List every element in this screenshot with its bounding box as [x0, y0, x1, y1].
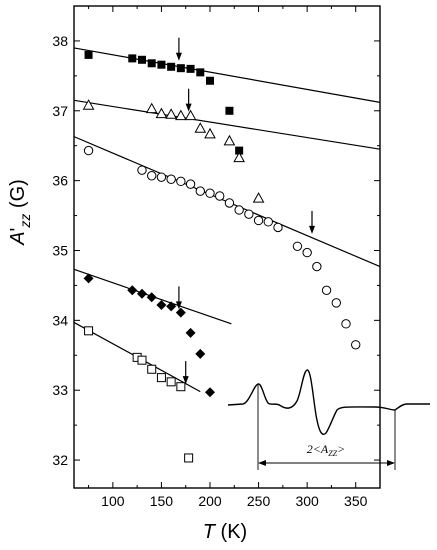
- plot-area-border: [73, 5, 381, 489]
- arrowhead-series-3: [309, 225, 315, 234]
- y-tick-label: 37: [52, 103, 68, 119]
- data-point-series-3: [234, 205, 244, 215]
- axis-ticks: 100 150 200 250 300 350 32 33 34 35 36 37 38: [52, 6, 380, 509]
- data-point-series-3: [292, 241, 303, 252]
- data-point-series-4: [127, 285, 138, 296]
- data-point-series-1: [235, 146, 244, 155]
- y-tick-label: 33: [52, 382, 68, 398]
- x-tick-label: 250: [247, 493, 271, 509]
- data-markers: [82, 50, 361, 463]
- data-point-series-3: [321, 285, 332, 296]
- data-point-series-1: [206, 76, 214, 85]
- data-point-series-3: [224, 198, 235, 208]
- data-point-series-2: [204, 127, 216, 139]
- data-point-series-2: [184, 109, 197, 121]
- data-point-series-5: [166, 377, 176, 387]
- arrowhead-series-2: [185, 103, 192, 112]
- transition-arrows: [175, 37, 315, 385]
- data-point-series-3: [147, 171, 157, 181]
- data-point-series-3: [185, 179, 196, 189]
- fit-lines: [73, 47, 381, 393]
- y-tick-label: 35: [52, 242, 68, 258]
- data-point-series-1: [176, 64, 185, 73]
- data-point-series-3: [253, 215, 264, 226]
- x-tick-label: 350: [344, 493, 368, 509]
- data-point-series-3: [195, 186, 205, 196]
- data-point-series-1: [186, 64, 195, 73]
- data-point-series-2: [165, 108, 177, 119]
- data-point-series-2: [194, 122, 207, 133]
- data-point-series-5: [137, 355, 147, 365]
- data-point-series-3: [351, 340, 361, 350]
- data-point-series-5: [156, 373, 166, 383]
- data-point-series-5: [84, 326, 94, 336]
- data-point-series-3: [273, 222, 283, 233]
- inset-span-arrowhead-left: [258, 460, 266, 466]
- data-point-series-4: [146, 292, 157, 303]
- data-point-series-3: [166, 174, 176, 184]
- x-axis-title: T (K): [203, 521, 247, 543]
- data-point-series-1: [147, 59, 156, 68]
- data-point-series-3: [263, 217, 273, 227]
- data-point-series-1: [138, 55, 146, 64]
- data-point-series-3: [176, 176, 186, 187]
- fit-line-series-2: [73, 99, 381, 150]
- fit-line-series-1: [73, 47, 381, 103]
- inset-span-arrowhead-right: [387, 460, 395, 466]
- data-point-series-1: [225, 106, 234, 115]
- data-point-series-3: [244, 209, 254, 219]
- y-tick-label: 32: [52, 452, 68, 468]
- data-point-series-2: [145, 102, 158, 114]
- data-point-series-4: [205, 387, 215, 398]
- data-point-series-4: [156, 299, 167, 310]
- epr-spectrum-curve: [227, 369, 430, 435]
- y-axis-title: A'zz (G): [7, 179, 33, 246]
- arrowhead-series-1: [175, 52, 182, 61]
- data-point-series-4: [83, 273, 94, 284]
- inset-label: 2<AZZ>: [307, 442, 345, 458]
- x-tick-label: 200: [198, 493, 222, 509]
- data-point-series-4: [175, 307, 186, 318]
- data-point-series-3: [83, 145, 94, 156]
- data-point-series-3: [215, 191, 225, 201]
- y-tick-label: 38: [52, 33, 68, 49]
- data-point-series-1: [196, 68, 205, 77]
- data-point-series-1: [167, 62, 176, 71]
- data-point-series-4: [185, 327, 196, 338]
- arrowhead-series-4: [175, 301, 182, 310]
- x-tick-label: 150: [150, 493, 174, 509]
- data-point-series-4: [137, 288, 147, 299]
- y-tick-label: 34: [52, 312, 68, 328]
- data-point-series-4: [166, 301, 177, 312]
- data-point-series-2: [252, 192, 265, 203]
- data-point-series-3: [156, 172, 167, 182]
- data-point-series-3: [331, 298, 341, 308]
- data-point-series-5: [176, 382, 186, 392]
- x-tick-label: 300: [295, 493, 319, 509]
- data-point-series-3: [312, 261, 322, 272]
- epr-spectrum-inset: 2<AZZ>: [227, 369, 430, 470]
- data-point-series-5: [184, 453, 194, 463]
- data-point-series-2: [233, 151, 245, 163]
- data-point-series-2: [223, 134, 236, 146]
- data-point-series-2: [155, 107, 168, 119]
- data-point-series-1: [84, 50, 93, 59]
- data-point-series-1: [157, 60, 166, 69]
- y-tick-label: 36: [52, 173, 68, 189]
- data-point-series-2: [82, 99, 95, 110]
- data-point-series-5: [147, 364, 157, 374]
- data-point-series-3: [302, 247, 312, 258]
- data-point-series-4: [195, 348, 206, 359]
- data-point-series-2: [175, 109, 187, 121]
- data-point-series-3: [137, 165, 147, 175]
- x-tick-label: 100: [101, 493, 125, 509]
- data-point-series-3: [205, 188, 215, 198]
- arrowhead-series-5: [182, 376, 189, 385]
- data-point-series-3: [341, 319, 351, 329]
- data-point-series-1: [128, 54, 137, 63]
- plot-frame: [73, 5, 381, 489]
